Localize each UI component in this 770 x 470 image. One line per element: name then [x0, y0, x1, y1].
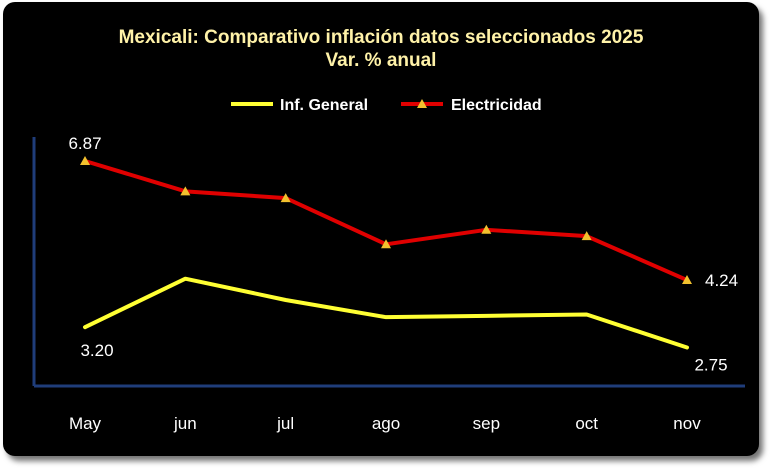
data-point-marker	[682, 275, 692, 285]
x-tick-label: jun	[173, 414, 197, 433]
axes: May jun jul ago sep oct nov	[32, 137, 745, 433]
data-label: 4.24	[705, 271, 738, 290]
x-tick-label: oct	[575, 414, 598, 433]
series-layer	[80, 155, 692, 350]
legend-label: Inf. General	[280, 97, 368, 114]
chart-svg: Mexicali: Comparativo inflación datos se…	[32, 27, 745, 433]
data-label: 2.75	[694, 356, 727, 375]
x-tick-label: sep	[473, 414, 500, 433]
data-labels: 3.20 2.75 6.87 4.24	[68, 134, 738, 375]
chart-frame: Mexicali: Comparativo inflación datos se…	[3, 2, 759, 456]
series-line-electricidad	[83, 158, 689, 283]
legend-label: Electricidad	[451, 97, 542, 114]
chart-subtitle: Var. % anual	[326, 50, 437, 71]
data-point-marker	[280, 193, 291, 203]
legend: Inf. General Electricidad	[231, 97, 542, 114]
data-point-marker	[180, 186, 191, 196]
x-tick-label: nov	[673, 414, 701, 433]
x-tick-label: May	[69, 414, 102, 433]
x-tick-label: jul	[276, 414, 294, 433]
legend-marker-triangle	[417, 99, 427, 108]
data-point-marker	[481, 224, 492, 234]
series-line-inf-general	[83, 276, 689, 350]
data-point-marker	[581, 231, 592, 241]
data-point-marker	[381, 239, 391, 249]
x-tick-label: ago	[372, 414, 400, 433]
chart-title: Mexicali: Comparativo inflación datos se…	[119, 27, 644, 48]
data-point-marker	[80, 155, 90, 165]
data-label: 3.20	[80, 341, 113, 360]
data-label: 6.87	[68, 134, 101, 153]
